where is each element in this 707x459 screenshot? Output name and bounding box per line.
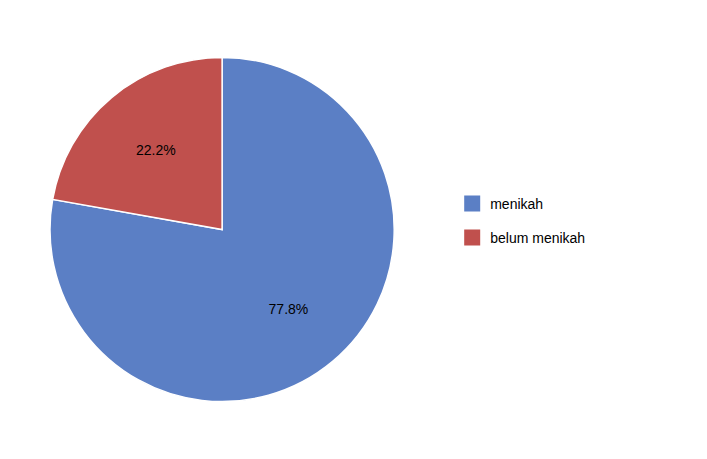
legend-item: belum menikah (464, 230, 585, 246)
legend-label: belum menikah (490, 230, 585, 246)
pie-slice (50, 57, 394, 401)
data-labels: 77.8% 22.2% (136, 142, 308, 316)
chart: 77.8% 22.2% menikah belum menikah (0, 0, 707, 459)
pie (50, 57, 394, 401)
pie-slice (53, 57, 222, 229)
legend-item: menikah (464, 196, 543, 212)
data-label: 77.8% (269, 301, 309, 317)
legend-swatch (464, 230, 480, 246)
legend: menikah belum menikah (464, 196, 585, 246)
legend-swatch (464, 196, 480, 212)
legend-label: menikah (490, 196, 543, 212)
data-label: 22.2% (136, 142, 176, 158)
